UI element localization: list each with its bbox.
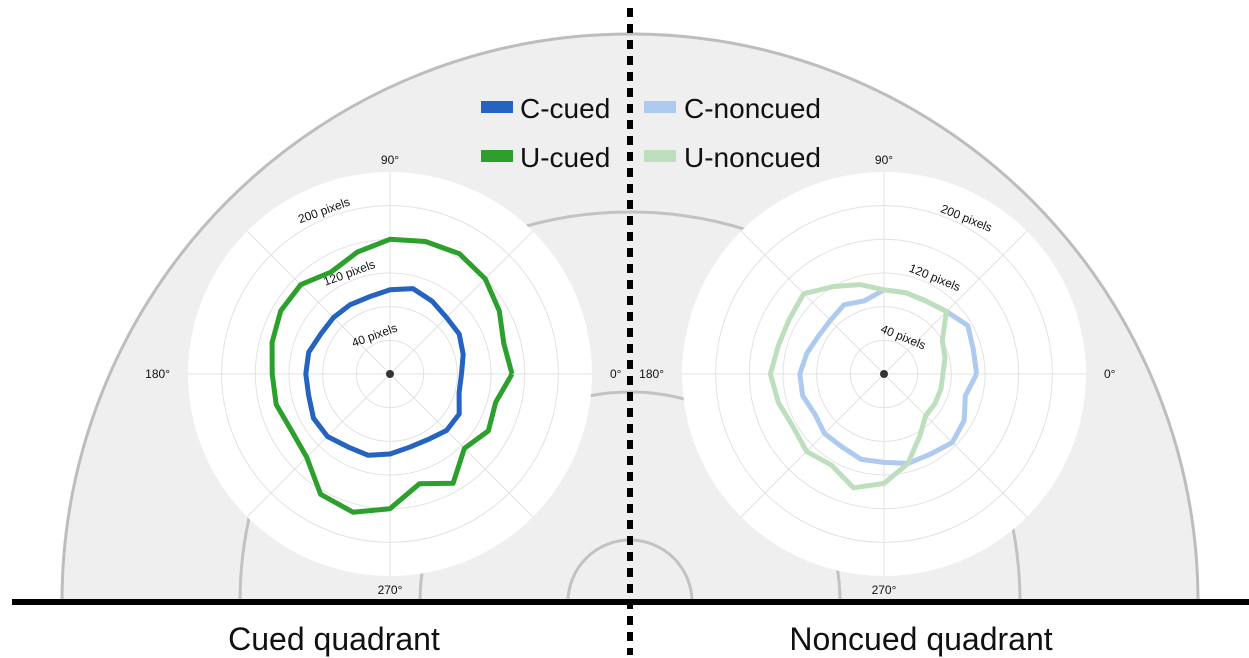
caption-cued: Cued quadrant xyxy=(228,621,440,657)
angle-tick-label: 90° xyxy=(381,153,399,167)
angular-gridline xyxy=(389,230,534,375)
angle-tick-label: 180° xyxy=(145,367,170,381)
legend-label-u-noncued: U-noncued xyxy=(684,142,821,173)
caption-noncued: Noncued quadrant xyxy=(789,621,1052,657)
legend-label-u-cued: U-cued xyxy=(520,142,610,173)
series-line-u-cued xyxy=(269,236,515,515)
angular-gridline xyxy=(246,373,391,518)
legend-swatch-u-cued xyxy=(481,150,513,162)
series-line-c-cued xyxy=(303,286,466,458)
angular-gridline xyxy=(740,230,885,375)
legend-label-c-noncued: C-noncued xyxy=(684,93,821,124)
legend-label-c-cued: C-cued xyxy=(520,93,610,124)
polar-center-dot xyxy=(386,370,394,378)
angle-tick-label: 90° xyxy=(875,153,893,167)
angle-tick-label: 0° xyxy=(610,367,622,381)
angular-gridline xyxy=(246,230,391,375)
polar-center-dot xyxy=(880,370,888,378)
legend-swatch-c-noncued xyxy=(644,101,676,113)
angle-tick-label: 270° xyxy=(872,583,897,597)
angle-tick-label: 0° xyxy=(1104,367,1116,381)
angular-gridline xyxy=(883,230,1028,375)
angle-tick-label: 180° xyxy=(639,367,664,381)
legend-swatch-c-cued xyxy=(481,101,513,113)
legend: C-cued U-cued C-noncued U-noncued xyxy=(481,93,821,173)
angular-gridline xyxy=(389,373,534,518)
series-line-u-noncued xyxy=(767,282,949,491)
angular-gridline xyxy=(740,373,885,518)
legend-swatch-u-noncued xyxy=(644,150,676,162)
angle-tick-label: 270° xyxy=(378,583,403,597)
angular-gridline xyxy=(883,373,1028,518)
